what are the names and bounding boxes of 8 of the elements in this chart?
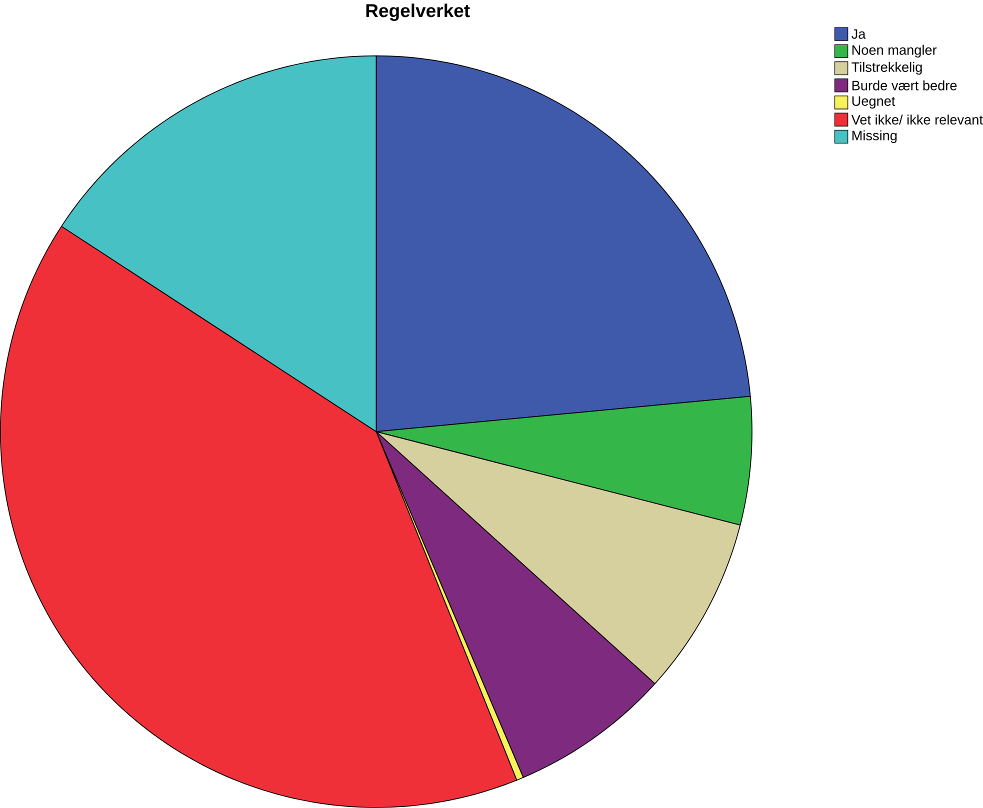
legend-label: Uegnet [852,96,896,109]
legend-label: Vet ikke/ ikke relevant [851,114,983,125]
legend-label: Tilstrekkelig [852,62,922,75]
legend-label: Missing [852,130,897,144]
chart-title: Regelverket [366,4,470,22]
legend-label: Noen mangler [852,44,937,58]
legend-label: Burde vært bedre [852,80,957,90]
legend-label: Ja [852,29,866,39]
